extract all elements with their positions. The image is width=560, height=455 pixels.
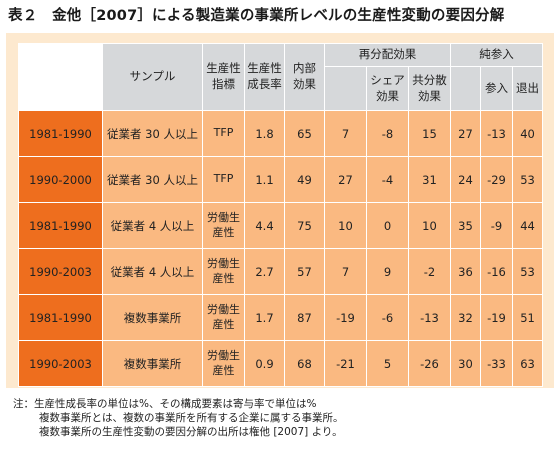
entry-cell: -9 (480, 202, 513, 249)
entry-cell: -33 (480, 340, 513, 387)
internal-cell: 49 (284, 156, 325, 203)
net-entry-cell: 36 (450, 248, 481, 295)
covar-cell: 15 (408, 110, 451, 157)
sample-cell: 従業者 4 人以上 (102, 202, 203, 249)
header-net-total (450, 66, 481, 111)
realloc-cell: 7 (324, 248, 367, 295)
internal-cell: 68 (284, 340, 325, 387)
header-sample: サンプル (102, 43, 203, 111)
exit-cell: 63 (511, 340, 544, 387)
internal-cell: 87 (284, 294, 325, 341)
exit-cell: 40 (511, 110, 544, 157)
share-cell: 5 (366, 340, 409, 387)
covar-cell: 10 (408, 202, 451, 249)
period-cell: 1990-2003 (18, 340, 103, 387)
growth-cell: 2.7 (244, 248, 285, 295)
sample-cell: 従業者 30 人以上 (102, 156, 203, 203)
header-exit: 退出 (511, 66, 544, 111)
realloc-cell: 7 (324, 110, 367, 157)
period-cell: 1990-2003 (18, 248, 103, 295)
sample-cell: 複数事業所 (102, 294, 203, 341)
internal-cell: 75 (284, 202, 325, 249)
covar-cell: -13 (408, 294, 451, 341)
header-indicator: 生産性 指標 (202, 43, 245, 111)
table-title: 表２ 金他［2007］による製造業の事業所レベルの生産性変動の要因分解 (8, 8, 505, 24)
share-cell: -4 (366, 156, 409, 203)
exit-cell: 51 (511, 294, 544, 341)
table-row: 1990-2003 従業者 4 人以上 労働生 産性 2.7 57 7 9 -2 36 -16 53 (18, 248, 544, 295)
table-row: 1981-1990 従業者 4 人以上 労働生 産性 4.4 75 10 0 10 35 -9 44 (18, 202, 544, 249)
indicator-cell: TFP (202, 110, 245, 157)
indicator-cell: TFP (202, 156, 245, 203)
period-cell: 1981-1990 (18, 202, 103, 249)
realloc-cell: -19 (324, 294, 367, 341)
net-entry-cell: 30 (450, 340, 481, 387)
note-line: 複数事業所の生産性変動の要因分解の出所は権他 [2007] より。 (39, 426, 343, 438)
entry-cell: -29 (480, 156, 513, 203)
period-cell: 1981-1990 (18, 294, 103, 341)
covar-cell: -26 (408, 340, 451, 387)
growth-cell: 0.9 (244, 340, 285, 387)
growth-cell: 1.8 (244, 110, 285, 157)
internal-cell: 57 (284, 248, 325, 295)
exit-cell: 53 (511, 156, 544, 203)
header-net-entry: 純参入 (449, 43, 544, 67)
growth-cell: 1.1 (244, 156, 285, 203)
indicator-cell: 労働生 産性 (202, 248, 245, 295)
share-cell: -8 (366, 110, 409, 157)
note-line: 複数事業所とは、複数の事業所を所有する企業に属する事業所。 (39, 412, 344, 424)
exit-cell: 44 (511, 202, 544, 249)
header-covar: 共分散 効果 (408, 66, 451, 111)
sample-cell: 複数事業所 (102, 340, 203, 387)
realloc-cell: 10 (324, 202, 367, 249)
sample-cell: 従業者 30 人以上 (102, 110, 203, 157)
entry-cell: -13 (480, 110, 513, 157)
share-cell: -6 (366, 294, 409, 341)
header-internal: 内部 効果 (284, 43, 325, 111)
period-cell: 1981-1990 (18, 110, 103, 157)
table-row: 1981-1990 従業者 30 人以上 TFP 1.8 65 7 -8 15 27 -13 40 (18, 110, 544, 157)
table-row: 1981-1990 複数事業所 労働生 産性 1.7 87 -19 -6 -13 32 -19 51 (18, 294, 544, 341)
table-row: 1990-2003 複数事業所 労働生 産性 0.9 68 -21 5 -26 30 -33 63 (18, 340, 544, 387)
net-entry-cell: 27 (450, 110, 481, 157)
net-entry-cell: 32 (450, 294, 481, 341)
header-realloc-total (324, 66, 367, 111)
internal-cell: 65 (284, 110, 325, 157)
indicator-cell: 労働生 産性 (202, 294, 245, 341)
share-cell: 9 (366, 248, 409, 295)
table-row: 1990-2000 従業者 30 人以上 TFP 1.1 49 27 -4 31 24 -29 53 (18, 156, 544, 203)
covar-cell: -2 (408, 248, 451, 295)
exit-cell: 53 (511, 248, 544, 295)
net-entry-cell: 24 (450, 156, 481, 203)
share-cell: 0 (366, 202, 409, 249)
covar-cell: 31 (408, 156, 451, 203)
entry-cell: -16 (480, 248, 513, 295)
header-blank (18, 43, 103, 111)
net-entry-cell: 35 (450, 202, 481, 249)
decomposition-table: サンプル 生産性 指標 生産性 成長率 内部 効果 再分配効果 純参入 シェア 効果 共… (18, 43, 544, 387)
realloc-cell: 27 (324, 156, 367, 203)
header-growth: 生産性 成長率 (244, 43, 285, 111)
growth-cell: 4.4 (244, 202, 285, 249)
note-line: 注：生産性成長率の単位は%、その構成要素は寄与率で単位は% (13, 398, 317, 410)
header-realloc: 再分配効果 (324, 43, 451, 67)
table-panel: サンプル 生産性 指標 生産性 成長率 内部 効果 再分配効果 純参入 シェア 効果 共… (6, 33, 554, 388)
indicator-cell: 労働生 産性 (202, 340, 245, 387)
realloc-cell: -21 (324, 340, 367, 387)
entry-cell: -19 (480, 294, 513, 341)
growth-cell: 1.7 (244, 294, 285, 341)
period-cell: 1990-2000 (18, 156, 103, 203)
indicator-cell: 労働生 産性 (202, 202, 245, 249)
table-notes: 注：生産性成長率の単位は%、その構成要素は寄与率で単位は% 複数事業所とは、複数… (13, 397, 344, 439)
header-share: シェア 効果 (366, 66, 409, 111)
header-entry: 参入 (480, 66, 513, 111)
sample-cell: 従業者 4 人以上 (102, 248, 203, 295)
